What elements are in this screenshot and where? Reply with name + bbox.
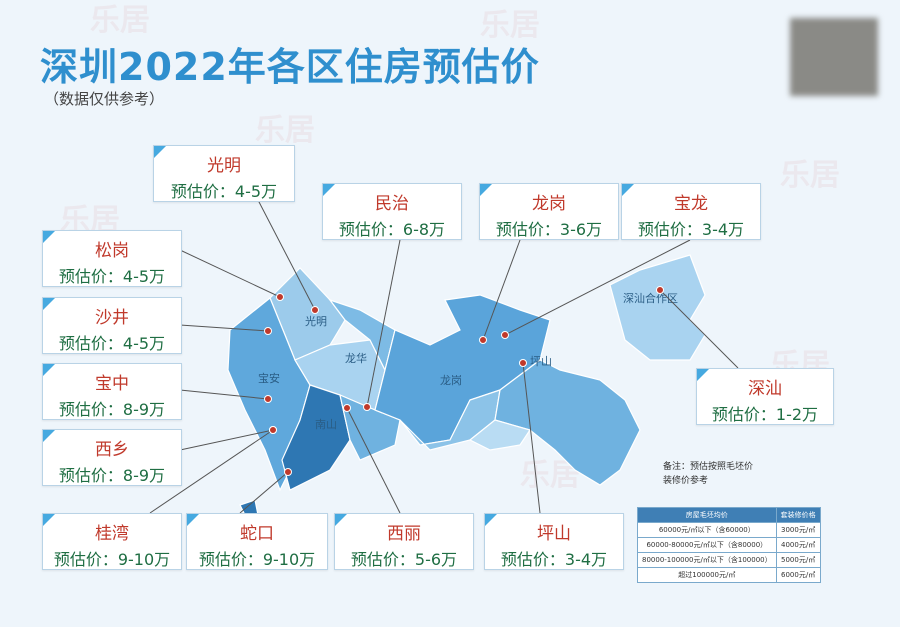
price: 预估价：8-9万 — [58, 400, 166, 419]
district-name: 桂湾 — [95, 524, 129, 544]
watermark: 乐居 — [780, 158, 840, 193]
district-name: 松岗 — [95, 241, 129, 261]
callout: 坪山预估价：3-4万 — [484, 513, 624, 570]
callout: 民治预估价：6-8万 — [322, 183, 462, 240]
callout: 深汕预估价：1-2万 — [696, 368, 834, 425]
leader-line — [659, 289, 739, 369]
price: 预估价：4-5万 — [58, 267, 166, 286]
district-label: 宝安 — [258, 371, 280, 385]
district-label: 光明 — [305, 314, 327, 328]
location-dot — [501, 331, 509, 339]
district-name: 宝中 — [95, 374, 129, 394]
district-name: 蛇口 — [240, 524, 274, 544]
subtitle: （数据仅供参考） — [44, 90, 165, 108]
table-row: 60000-80000元/㎡以下（含80000） 4000元/㎡ — [637, 537, 821, 553]
location-dot — [363, 403, 371, 411]
price: 预估价：4-5万 — [58, 334, 166, 353]
price: 预估价：6-8万 — [338, 220, 446, 239]
district-name: 民治 — [375, 194, 409, 214]
title: 深圳2022年各区住房预估价 — [40, 45, 540, 89]
district-name: 光明 — [207, 156, 241, 176]
table-cell: 3000元/㎡ — [775, 522, 821, 538]
price: 预估价：3-6万 — [495, 220, 603, 239]
leader-line — [504, 239, 691, 336]
watermark: 乐居 — [480, 8, 540, 43]
note-line: 备注：预估按照毛坯价 — [663, 462, 754, 472]
price: 预估价：4-5万 — [170, 182, 278, 201]
table-header: 房屋毛坯均价 套装修价格 — [637, 507, 821, 523]
price: 预估价：3-4万 — [500, 550, 608, 569]
table-row: 80000-100000元/㎡以下（含100000） 5000元/㎡ — [637, 552, 821, 568]
note: 备注：预估按照毛坯价 装修价参考 — [663, 460, 753, 488]
location-dot — [269, 426, 277, 434]
leader-line — [179, 324, 269, 332]
leader-line — [482, 239, 521, 341]
table-cell: 5000元/㎡ — [775, 552, 821, 568]
callout: 龙岗预估价：3-6万 — [479, 183, 619, 240]
district-label: 深汕合作区 — [623, 291, 678, 305]
table-cell: 6000元/㎡ — [775, 567, 821, 583]
location-dot — [311, 306, 319, 314]
location-dot — [264, 327, 272, 335]
location-dot — [284, 468, 292, 476]
header-cell: 房屋毛坯均价 — [637, 507, 777, 523]
district-name: 坪山 — [537, 524, 571, 544]
price: 预估价：3-4万 — [637, 220, 745, 239]
callout: 宝龙预估价：3-4万 — [621, 183, 761, 240]
thumbnail — [790, 18, 878, 96]
district-name: 沙井 — [95, 308, 129, 328]
table-cell: 60000元/㎡以下（含60000） — [637, 522, 777, 538]
callout: 西丽预估价：5-6万 — [334, 513, 474, 570]
watermark: 乐居 — [90, 3, 150, 38]
leader-line — [149, 429, 274, 514]
table-cell: 80000-100000元/㎡以下（含100000） — [637, 552, 777, 568]
table-row: 60000元/㎡以下（含60000） 3000元/㎡ — [637, 522, 821, 538]
leader-line — [179, 249, 281, 298]
table-row: 超过100000元/㎡ 6000元/㎡ — [637, 567, 821, 583]
location-dot — [479, 336, 487, 344]
callout: 西乡预估价：8-9万 — [42, 429, 182, 486]
leader-line — [522, 362, 541, 514]
district-label: 南山 — [315, 418, 337, 431]
leader-line — [179, 389, 269, 400]
leader-line — [239, 471, 289, 514]
location-dot — [519, 359, 527, 367]
table-cell: 60000-80000元/㎡以下（含80000） — [637, 537, 777, 553]
leader-line — [366, 239, 401, 408]
district-label: 龙华 — [345, 351, 367, 365]
watermark: 乐居 — [255, 113, 315, 148]
location-dot — [264, 395, 272, 403]
leader-line — [179, 429, 274, 451]
callout: 松岗预估价：4-5万 — [42, 230, 182, 287]
callout: 桂湾预估价：9-10万 — [42, 513, 182, 570]
callout: 光明预估价：4-5万 — [153, 145, 295, 202]
price: 预估价：8-9万 — [58, 466, 166, 485]
location-dot — [343, 404, 351, 412]
callout: 宝中预估价：8-9万 — [42, 363, 182, 420]
district-name: 宝龙 — [674, 194, 708, 214]
price: 预估价：9-10万 — [198, 550, 316, 569]
district-name: 西丽 — [387, 524, 421, 544]
price-table: 房屋毛坯均价 套装修价格 60000元/㎡以下（含60000） 3000元/㎡ 6000… — [637, 507, 821, 583]
note-line: 装修价参考 — [663, 476, 709, 486]
district-name: 西乡 — [95, 440, 129, 460]
leader-line — [257, 199, 316, 311]
leader-line — [346, 407, 401, 514]
header-cell: 套装修价格 — [775, 507, 821, 523]
district-label: 坪山 — [530, 355, 552, 368]
district-name: 龙岗 — [532, 194, 566, 214]
location-dot — [656, 286, 664, 294]
callout: 蛇口预估价：9-10万 — [186, 513, 328, 570]
district-name: 深汕 — [748, 379, 782, 399]
table-cell: 超过100000元/㎡ — [637, 567, 777, 583]
location-dot — [276, 293, 284, 301]
price: 预估价：9-10万 — [53, 550, 171, 569]
price: 预估价：1-2万 — [711, 405, 819, 424]
district-label: 龙岗 — [440, 374, 462, 387]
table-cell: 4000元/㎡ — [775, 537, 821, 553]
callout: 沙井预估价：4-5万 — [42, 297, 182, 354]
price: 预估价：5-6万 — [350, 550, 458, 569]
